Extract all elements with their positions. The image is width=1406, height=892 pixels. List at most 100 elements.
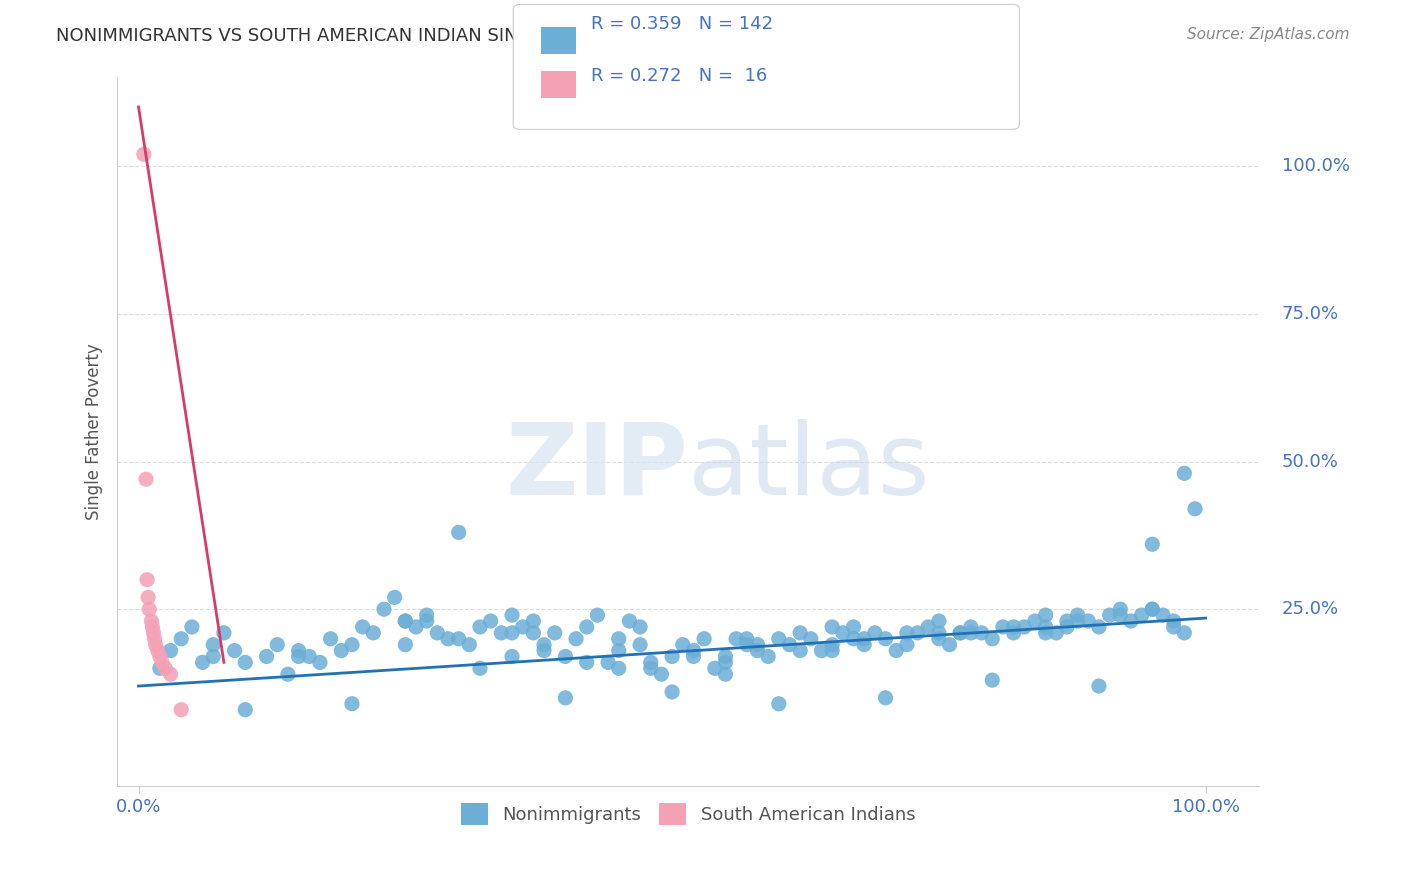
Point xyxy=(1035,620,1057,634)
Point xyxy=(650,667,672,681)
Point xyxy=(756,649,779,664)
Point xyxy=(1142,537,1164,551)
Point xyxy=(714,649,737,664)
Point xyxy=(170,703,193,717)
Point xyxy=(1012,620,1035,634)
Point xyxy=(1163,614,1185,628)
Point xyxy=(1077,614,1099,628)
Point xyxy=(501,625,523,640)
Point xyxy=(512,620,534,634)
Point xyxy=(277,667,299,681)
Point xyxy=(640,661,662,675)
Point xyxy=(768,632,790,646)
Point xyxy=(672,638,695,652)
Point xyxy=(155,661,177,675)
Point xyxy=(619,614,641,628)
Point xyxy=(661,649,683,664)
Point xyxy=(1184,501,1206,516)
Point xyxy=(928,625,950,640)
Point xyxy=(842,620,865,634)
Text: Source: ZipAtlas.com: Source: ZipAtlas.com xyxy=(1187,27,1350,42)
Point xyxy=(607,643,630,657)
Point xyxy=(287,643,309,657)
Point xyxy=(491,625,513,640)
Point xyxy=(202,638,225,652)
Point xyxy=(191,656,214,670)
Point xyxy=(1152,608,1174,623)
Point xyxy=(714,656,737,670)
Point xyxy=(1142,602,1164,616)
Point xyxy=(661,685,683,699)
Point xyxy=(607,632,630,646)
Text: R = 0.359   N = 142: R = 0.359 N = 142 xyxy=(591,15,773,33)
Point xyxy=(725,632,748,646)
Text: 25.0%: 25.0% xyxy=(1282,600,1339,618)
Point xyxy=(142,625,165,640)
Point xyxy=(1002,620,1025,634)
Point xyxy=(373,602,395,616)
Point xyxy=(1163,620,1185,634)
Point xyxy=(415,608,437,623)
Point xyxy=(917,620,939,634)
Point xyxy=(1109,608,1132,623)
Point xyxy=(202,649,225,664)
Point xyxy=(233,656,256,670)
Point xyxy=(682,649,704,664)
Text: R = 0.272   N =  16: R = 0.272 N = 16 xyxy=(591,67,766,85)
Point xyxy=(1098,608,1121,623)
Point xyxy=(384,591,406,605)
Point xyxy=(135,472,157,486)
Point xyxy=(1066,608,1088,623)
Point xyxy=(938,638,960,652)
Text: 50.0%: 50.0% xyxy=(1282,452,1339,470)
Point xyxy=(170,632,193,646)
Point xyxy=(586,608,609,623)
Point xyxy=(415,614,437,628)
Point xyxy=(1173,625,1195,640)
Point xyxy=(146,643,169,657)
Point xyxy=(1109,602,1132,616)
Point xyxy=(363,625,385,640)
Point xyxy=(150,656,173,670)
Point xyxy=(949,625,972,640)
Point xyxy=(735,638,758,652)
Point xyxy=(747,643,769,657)
Point xyxy=(875,632,897,646)
Point xyxy=(426,625,449,640)
Point xyxy=(714,667,737,681)
Point xyxy=(352,620,374,634)
Point xyxy=(1142,602,1164,616)
Point xyxy=(875,690,897,705)
Point xyxy=(533,643,555,657)
Point xyxy=(682,643,704,657)
Point xyxy=(437,632,460,646)
Point xyxy=(853,638,876,652)
Point xyxy=(628,638,651,652)
Point xyxy=(309,656,332,670)
Point xyxy=(960,625,983,640)
Point xyxy=(735,632,758,646)
Point xyxy=(447,525,470,540)
Point xyxy=(1173,467,1195,481)
Point xyxy=(149,661,172,675)
Point xyxy=(831,625,853,640)
Point xyxy=(1056,620,1078,634)
Point xyxy=(821,620,844,634)
Point xyxy=(842,632,865,646)
Text: NONIMMIGRANTS VS SOUTH AMERICAN INDIAN SINGLE FATHER POVERTY CORRELATION CHART: NONIMMIGRANTS VS SOUTH AMERICAN INDIAN S… xyxy=(56,27,915,45)
Point xyxy=(821,638,844,652)
Point xyxy=(468,620,491,634)
Point xyxy=(501,608,523,623)
Point xyxy=(224,643,246,657)
Point xyxy=(501,649,523,664)
Point xyxy=(544,625,567,640)
Point xyxy=(596,656,619,670)
Text: 75.0%: 75.0% xyxy=(1282,305,1339,323)
Point xyxy=(991,620,1014,634)
Point xyxy=(159,667,181,681)
Legend: Nonimmigrants, South American Indians: Nonimmigrants, South American Indians xyxy=(451,794,924,834)
Point xyxy=(1024,614,1046,628)
Point xyxy=(180,620,202,634)
Point xyxy=(149,649,172,664)
Point xyxy=(575,656,598,670)
